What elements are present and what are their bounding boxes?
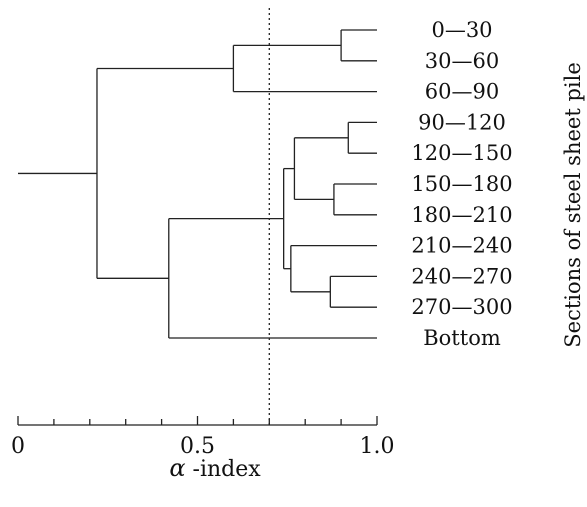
leaf-label: 270—300 (411, 295, 512, 319)
side-label: Sections of steel sheet pile (561, 62, 585, 347)
leaf-label: 240—270 (411, 264, 512, 288)
leaf-label: Bottom (423, 326, 501, 350)
leaf-label: 0—30 (431, 18, 492, 42)
x-axis-title-symbol: α (169, 454, 185, 482)
x-axis-title: α -index (169, 454, 261, 482)
x-axis: 0 0.5 1.0 (11, 416, 395, 459)
leaf-label: 90—120 (418, 110, 506, 134)
leaf-label: 120—150 (411, 141, 512, 165)
tick-label: 1.0 (360, 434, 395, 459)
tick-label: 0 (11, 434, 25, 459)
leaf-label: 30—60 (425, 49, 499, 73)
leaf-label: 180—210 (411, 203, 512, 227)
dendrogram-branches (18, 29, 377, 339)
leaf-labels: 0—30 30—60 60—90 90—120 120—150 150—180 180—21… (411, 18, 512, 350)
leaf-label: 60—90 (425, 80, 499, 104)
leaf-label: 210—240 (411, 234, 512, 258)
x-axis-title-text: -index (186, 457, 262, 482)
tick-label: 0.5 (180, 434, 215, 459)
leaf-label: 150—180 (411, 172, 512, 196)
